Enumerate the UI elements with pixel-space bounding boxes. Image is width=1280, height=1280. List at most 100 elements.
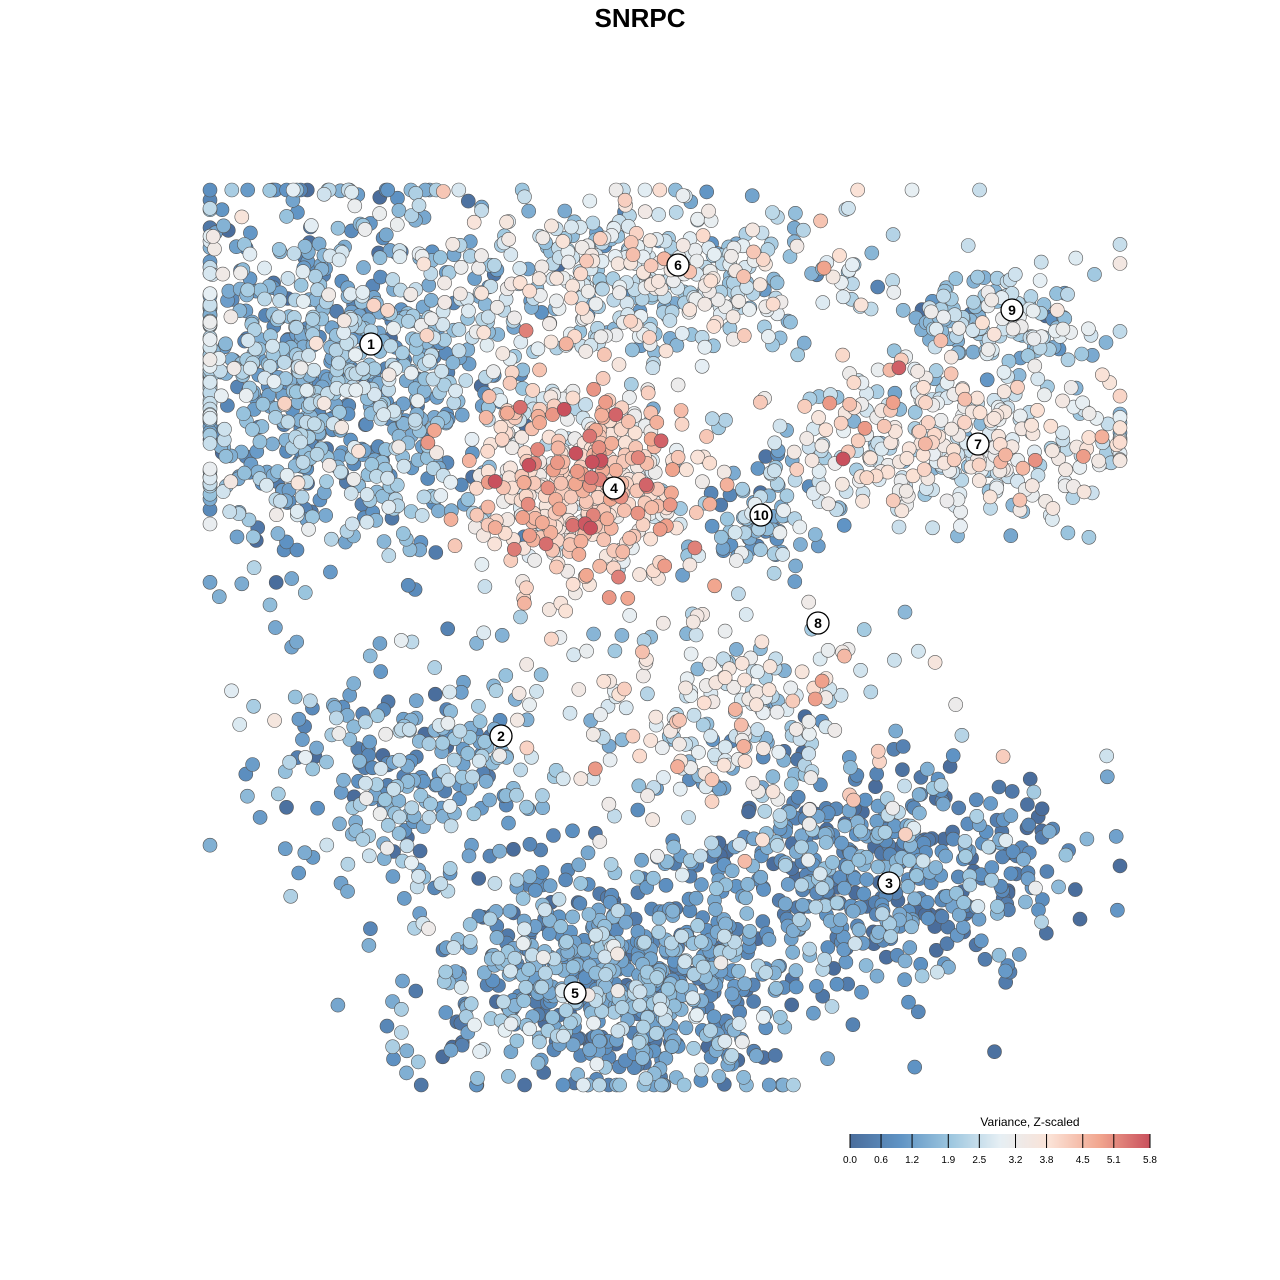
scatter-point (681, 810, 696, 825)
scatter-point (408, 983, 424, 999)
scatter-point (599, 511, 615, 527)
scatter-point (1003, 808, 1019, 823)
scatter-point (517, 189, 532, 205)
scatter-point (1076, 484, 1092, 500)
scatter-point (207, 241, 222, 257)
scatter-point (675, 238, 691, 253)
scatter-point (453, 980, 469, 995)
scatter-point (358, 775, 373, 791)
cluster-label-text: 8 (814, 615, 822, 631)
scatter-point (394, 1025, 409, 1040)
scatter-point (859, 872, 875, 887)
scatter-point (511, 686, 527, 701)
scatter-point (307, 268, 323, 284)
scatter-point (440, 621, 456, 637)
scatter-point (888, 723, 904, 739)
scatter-point (786, 1077, 801, 1093)
scatter-point (411, 868, 426, 884)
scatter-point (679, 462, 694, 478)
scatter-point (472, 714, 488, 729)
scatter-point (604, 435, 619, 451)
scatter-point (348, 347, 363, 363)
scatter-point (448, 383, 463, 399)
scatter-point (673, 403, 689, 418)
scatter-point (423, 796, 438, 812)
scatter-point (215, 266, 231, 282)
scatter-point (531, 271, 547, 287)
scatter-point (474, 248, 489, 263)
scatter-point (1050, 302, 1065, 318)
scatter-point (586, 381, 602, 397)
scatter-point (911, 643, 926, 659)
scatter-point (443, 512, 459, 527)
scatter-point (423, 292, 439, 308)
scatter-point (1037, 387, 1052, 403)
scatter-point (1027, 358, 1043, 374)
scatter-point (489, 930, 505, 945)
scatter-point (780, 877, 796, 892)
scatter-point (767, 1048, 783, 1063)
scatter-point (557, 203, 573, 219)
scatter-point (517, 921, 532, 937)
scatter-point (709, 881, 724, 896)
scatter-point (372, 636, 388, 651)
scatter-point (850, 182, 866, 198)
scatter-point (549, 559, 564, 575)
scatter-point (565, 909, 581, 925)
scatter-point (727, 702, 743, 717)
scatter-point (832, 248, 847, 263)
scatter-point (704, 411, 720, 427)
scatter-point (437, 295, 453, 310)
scatter-point (984, 872, 999, 888)
scatter-point (919, 895, 935, 910)
scatter-point (379, 840, 395, 856)
scatter-point (1012, 408, 1028, 424)
scatter-point (1021, 817, 1036, 833)
scatter-point (689, 505, 704, 520)
scatter-point (370, 708, 385, 724)
scatter-point (794, 664, 810, 680)
scatter-point (652, 182, 668, 198)
scatter-point (522, 283, 538, 299)
scatter-point (316, 187, 332, 202)
scatter-point (904, 919, 919, 935)
scatter-point (731, 963, 746, 979)
scatter-point (716, 464, 732, 480)
scatter-point (240, 282, 255, 298)
scatter-point (991, 947, 1007, 963)
scatter-point (1025, 478, 1040, 494)
scatter-point (856, 886, 872, 902)
scatter-point (480, 499, 496, 515)
scatter-point (471, 871, 487, 886)
scatter-point (297, 845, 313, 861)
scatter-point (835, 347, 851, 363)
scatter-point (640, 686, 655, 702)
scatter-point (1034, 801, 1050, 817)
scatter-point (202, 352, 218, 367)
scatter-point (795, 897, 810, 913)
scatter-point (694, 358, 710, 374)
scatter-point (451, 343, 467, 359)
scatter-point (1063, 380, 1079, 395)
scatter-point (870, 279, 886, 295)
scatter-point (752, 277, 768, 293)
scatter-point (1033, 254, 1049, 270)
scatter-point (753, 869, 769, 885)
scatter-point (533, 667, 549, 683)
scatter-point (331, 726, 347, 741)
scatter-point (419, 328, 435, 343)
scatter-point (461, 453, 477, 468)
scatter-point (224, 182, 240, 198)
scatter-point (302, 693, 318, 709)
scatter-point (962, 877, 978, 893)
scatter-point (928, 942, 944, 958)
scatter-point (672, 781, 688, 797)
scatter-point (790, 789, 806, 805)
scatter-point (788, 963, 804, 978)
scatter-point (522, 836, 538, 852)
scatter-point (758, 449, 774, 464)
scatter-point (925, 520, 940, 536)
scatter-point (462, 934, 478, 949)
scatter-point (640, 385, 656, 401)
